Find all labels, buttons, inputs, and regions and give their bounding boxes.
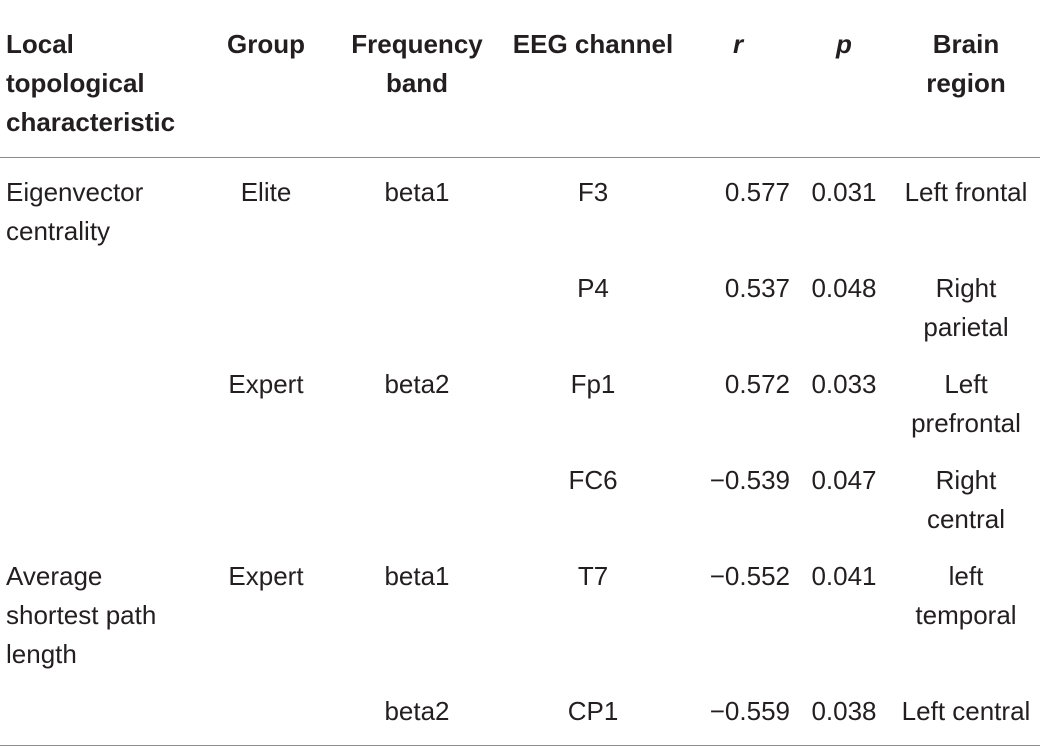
cell-characteristic — [0, 260, 204, 356]
cell-frequency-band — [328, 452, 506, 548]
cell-r: −0.539 — [709, 465, 790, 495]
table-row: Expert beta2 Fp1 0.572 0.033 Left prefro… — [0, 356, 1040, 452]
header-group: Group — [204, 0, 328, 158]
cell-p: 0.041 — [811, 561, 877, 591]
cell-r: −0.559 — [680, 683, 796, 746]
cell-group: Elite — [240, 177, 292, 207]
cell-brain-region: Left central — [892, 683, 1040, 746]
cell-eeg-channel: T7 — [577, 561, 609, 591]
cell-p: 0.033 — [811, 369, 877, 399]
cell-frequency-band: beta2 — [384, 369, 450, 399]
cell-brain-region: Left frontal — [904, 177, 1028, 207]
header-row: Local topological characteristic Group F… — [0, 0, 1040, 158]
cell-eeg-channel: F3 — [577, 177, 609, 207]
cell-p: 0.048 — [811, 273, 877, 303]
table-row: FC6 −0.539 0.047 Right central — [0, 452, 1040, 548]
header-p: p — [796, 0, 892, 158]
cell-characteristic — [0, 452, 204, 548]
cell-p: 0.031 — [811, 177, 877, 207]
cell-group: Expert — [228, 369, 304, 399]
cell-eeg-channel: P4 — [577, 273, 609, 303]
cell-brain-region: Left prefrontal — [911, 369, 1021, 438]
header-eeg-channel: EEG channel — [506, 0, 680, 158]
cell-r: 0.572 — [724, 369, 790, 399]
cell-p: 0.047 — [811, 465, 877, 495]
cell-group: Expert — [228, 561, 304, 591]
table-row: beta2 CP1 −0.559 0.038 Left central — [0, 683, 1040, 746]
table-row: Average shortest path length Expert beta… — [0, 548, 1040, 683]
cell-eeg-channel: FC6 — [568, 465, 618, 495]
cell-frequency-band: beta2 — [328, 683, 506, 746]
cell-frequency-band: beta1 — [384, 561, 450, 591]
table-row: Eigenvector centrality Elite beta1 F3 0.… — [0, 158, 1040, 261]
cell-characteristic — [0, 356, 204, 452]
header-brain-region: Brain region — [892, 0, 1040, 158]
cell-characteristic — [0, 683, 204, 746]
cell-brain-region: Right parietal — [923, 273, 1009, 342]
header-frequency-band: Frequency band — [328, 0, 506, 158]
cell-group — [204, 452, 328, 548]
table-header: Local topological characteristic Group F… — [0, 0, 1040, 158]
cell-group — [204, 683, 328, 746]
cell-characteristic: Average shortest path length — [6, 561, 157, 669]
header-local-topological-characteristic: Local topological characteristic — [0, 0, 204, 158]
cell-group — [204, 260, 328, 356]
cell-brain-region: Right central — [926, 465, 1006, 534]
cell-characteristic: Eigenvector centrality — [6, 177, 144, 246]
cell-p: 0.038 — [796, 683, 892, 746]
cell-frequency-band — [328, 260, 506, 356]
cell-frequency-band: beta1 — [384, 177, 450, 207]
cell-eeg-channel: CP1 — [506, 683, 680, 746]
cell-brain-region: left temporal — [915, 561, 1017, 630]
table-row: P4 0.537 0.048 Right parietal — [0, 260, 1040, 356]
cell-eeg-channel: Fp1 — [570, 369, 616, 399]
table-body: Eigenvector centrality Elite beta1 F3 0.… — [0, 158, 1040, 746]
cell-r: 0.577 — [724, 177, 790, 207]
cell-r: −0.552 — [709, 561, 790, 591]
header-r: r — [680, 0, 796, 158]
cell-r: 0.537 — [724, 273, 790, 303]
